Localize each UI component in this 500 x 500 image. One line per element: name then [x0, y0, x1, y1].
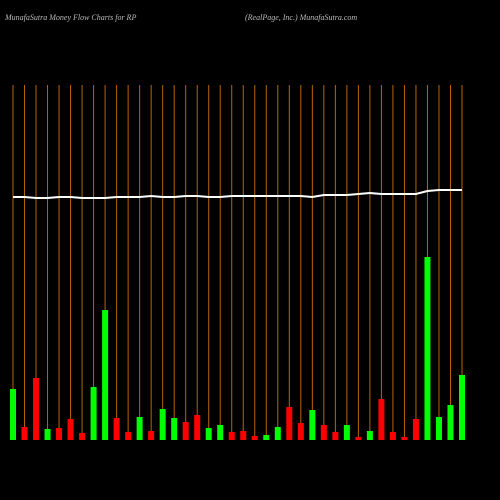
bar	[228, 432, 235, 440]
bar	[435, 417, 442, 440]
bar	[447, 405, 454, 440]
bar	[424, 257, 431, 440]
bar	[355, 437, 362, 440]
bar	[33, 378, 40, 440]
bar	[67, 419, 74, 440]
bar	[56, 428, 63, 440]
chart-title: MunafaSutra Money Flow Charts for RP	[4, 13, 136, 22]
bar	[171, 418, 178, 440]
bar	[79, 433, 86, 440]
bar	[194, 415, 201, 440]
bar	[297, 423, 304, 440]
bar	[263, 435, 270, 440]
bar	[182, 422, 189, 440]
bar	[401, 437, 408, 440]
bar	[274, 427, 281, 440]
bar	[366, 431, 373, 440]
bar	[286, 407, 293, 440]
bar	[90, 387, 97, 440]
bar	[113, 418, 120, 440]
bar	[44, 429, 51, 440]
bar	[240, 431, 247, 440]
bar	[343, 425, 350, 440]
bar	[10, 389, 16, 440]
bar	[217, 425, 224, 440]
bar	[320, 425, 327, 440]
bar	[102, 310, 109, 440]
bar	[389, 432, 396, 440]
bar	[378, 399, 385, 440]
bar	[21, 427, 28, 440]
bar	[459, 375, 465, 440]
bar	[412, 419, 419, 440]
line	[13, 189, 462, 199]
bar	[136, 417, 143, 440]
bar	[251, 436, 258, 440]
bar	[125, 432, 132, 440]
bar	[159, 409, 166, 440]
bar	[205, 428, 212, 440]
bar	[148, 431, 155, 440]
chart-subtitle: (RealPage, Inc.) MunafaSutra.com	[245, 13, 357, 22]
bar	[332, 432, 339, 440]
bar	[309, 410, 316, 440]
